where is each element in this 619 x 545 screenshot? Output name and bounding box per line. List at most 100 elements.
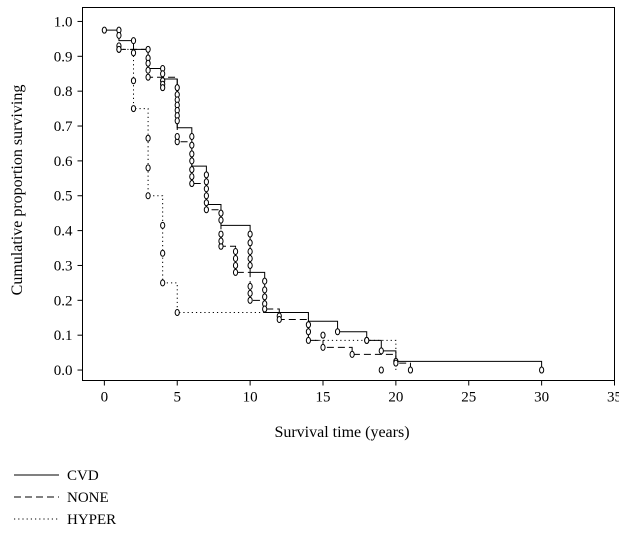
censor-marker-hyper [160, 279, 166, 287]
censor-marker-none [189, 166, 195, 174]
y-tick-label: 0.3 [54, 258, 73, 274]
censor-marker-cvd [145, 59, 151, 67]
censor-marker-cvd [247, 230, 253, 238]
x-tick-label: 10 [243, 390, 258, 406]
censor-marker-none [130, 49, 137, 57]
censor-marker-none [320, 343, 326, 351]
censor-marker-cvd [262, 286, 268, 294]
censor-marker-layer [101, 26, 545, 374]
censor-marker-none [305, 328, 312, 336]
x-axis-title: Survival time (years) [274, 424, 409, 441]
censor-marker-hyper [130, 105, 137, 113]
legend-label-none: NONE [67, 490, 109, 506]
x-axis-ticks: 0 5 10 15 20 25 30 35 [101, 380, 619, 406]
x-tick-label: 15 [315, 390, 330, 406]
plot-frame [82, 7, 615, 381]
x-tick-label: 30 [534, 390, 549, 406]
censor-marker-cvd [189, 141, 195, 149]
censor-marker-none [189, 180, 195, 188]
series-line-none [118, 48, 411, 371]
legend-label-hyper: HYPER [67, 512, 116, 528]
censor-marker-none [218, 230, 224, 238]
censor-marker-cvd [203, 171, 209, 179]
x-tick-label: 0 [101, 390, 109, 406]
legend: CVD NONE HYPER [14, 468, 116, 528]
x-tick-label: 35 [607, 390, 619, 406]
censor-marker-none [232, 254, 239, 262]
censor-marker-none [189, 173, 195, 181]
y-tick-label: 0.5 [54, 189, 73, 205]
censor-marker-cvd [247, 261, 253, 269]
y-tick-label: 0.8 [54, 84, 73, 100]
series-line-cvd [104, 29, 543, 371]
censor-marker-hyper [174, 309, 180, 317]
censor-marker-none [305, 336, 312, 344]
censor-marker-none [189, 157, 195, 165]
censor-marker-cvd [262, 293, 268, 301]
censor-marker-hyper [364, 336, 370, 344]
censor-marker-cvd [189, 132, 195, 140]
censor-marker-hyper [130, 77, 137, 85]
censor-marker-hyper [145, 134, 151, 142]
y-tick-label: 0.6 [54, 154, 73, 170]
censor-marker-none [276, 316, 282, 323]
y-tick-label: 1.0 [54, 14, 73, 30]
censor-marker-hyper [320, 331, 326, 339]
censor-marker-cvd [130, 37, 137, 45]
censor-marker-cvd [539, 366, 545, 374]
y-axis-title: Cumulative proportion surviving [9, 85, 26, 296]
censor-marker-cvd [116, 31, 122, 39]
censor-marker-none [232, 248, 239, 256]
censor-marker-cvd [247, 239, 253, 247]
y-axis-ticks: 0.0 0.1 0.2 0.3 0.4 0.5 0.6 0.7 0.8 0.9 1.0 [54, 14, 83, 379]
series-line-hyper [118, 48, 397, 371]
censor-marker-cvd [262, 277, 268, 285]
censor-marker-none [247, 296, 253, 304]
series-layer [104, 29, 543, 371]
censor-marker-none [232, 261, 239, 269]
censor-marker-none [160, 84, 166, 92]
censor-marker-hyper [116, 45, 122, 53]
censor-marker-cvd [203, 185, 209, 193]
y-tick-label: 0.1 [54, 328, 73, 344]
censor-marker-cvd [218, 209, 224, 217]
censor-marker-cvd [247, 248, 253, 256]
censor-marker-hyper [145, 164, 151, 172]
y-tick-label: 0.9 [54, 49, 73, 65]
censor-marker-none [203, 199, 209, 207]
censor-marker-hyper [145, 192, 151, 200]
censor-marker-none [232, 268, 239, 276]
censor-marker-cvd [189, 150, 195, 158]
censor-marker-cvd [218, 216, 224, 224]
censor-marker-none [247, 282, 253, 290]
y-tick-label: 0.2 [54, 293, 73, 309]
y-tick-label: 0.7 [54, 119, 73, 135]
censor-marker-none [218, 237, 224, 245]
censor-marker-none [174, 132, 180, 140]
censor-marker-cvd [174, 84, 180, 92]
x-tick-label: 20 [388, 390, 403, 406]
censor-marker-cvd [378, 347, 384, 355]
censor-marker-cvd [305, 321, 312, 329]
legend-label-cvd: CVD [67, 468, 99, 484]
censor-marker-cvd [334, 328, 341, 336]
censor-marker-none [247, 289, 253, 297]
censor-marker-hyper [160, 249, 166, 257]
censor-marker-none [262, 305, 268, 313]
x-tick-label: 25 [461, 390, 476, 406]
censor-marker-cvd [160, 70, 166, 78]
censor-marker-none [145, 66, 151, 74]
censor-marker-hyper [160, 221, 166, 229]
censor-marker-cvd [203, 192, 209, 200]
censor-marker-cvd [145, 45, 151, 53]
censor-marker-none [203, 206, 209, 214]
censor-marker-cvd [174, 117, 180, 125]
y-tick-label: 0.4 [54, 224, 73, 240]
censor-marker-cvd [203, 178, 209, 186]
censor-marker-none [407, 366, 414, 374]
censor-marker-none [393, 359, 399, 367]
censor-marker-cvd [101, 26, 107, 34]
censor-marker-cvd [247, 254, 253, 262]
censor-marker-none [378, 366, 384, 374]
